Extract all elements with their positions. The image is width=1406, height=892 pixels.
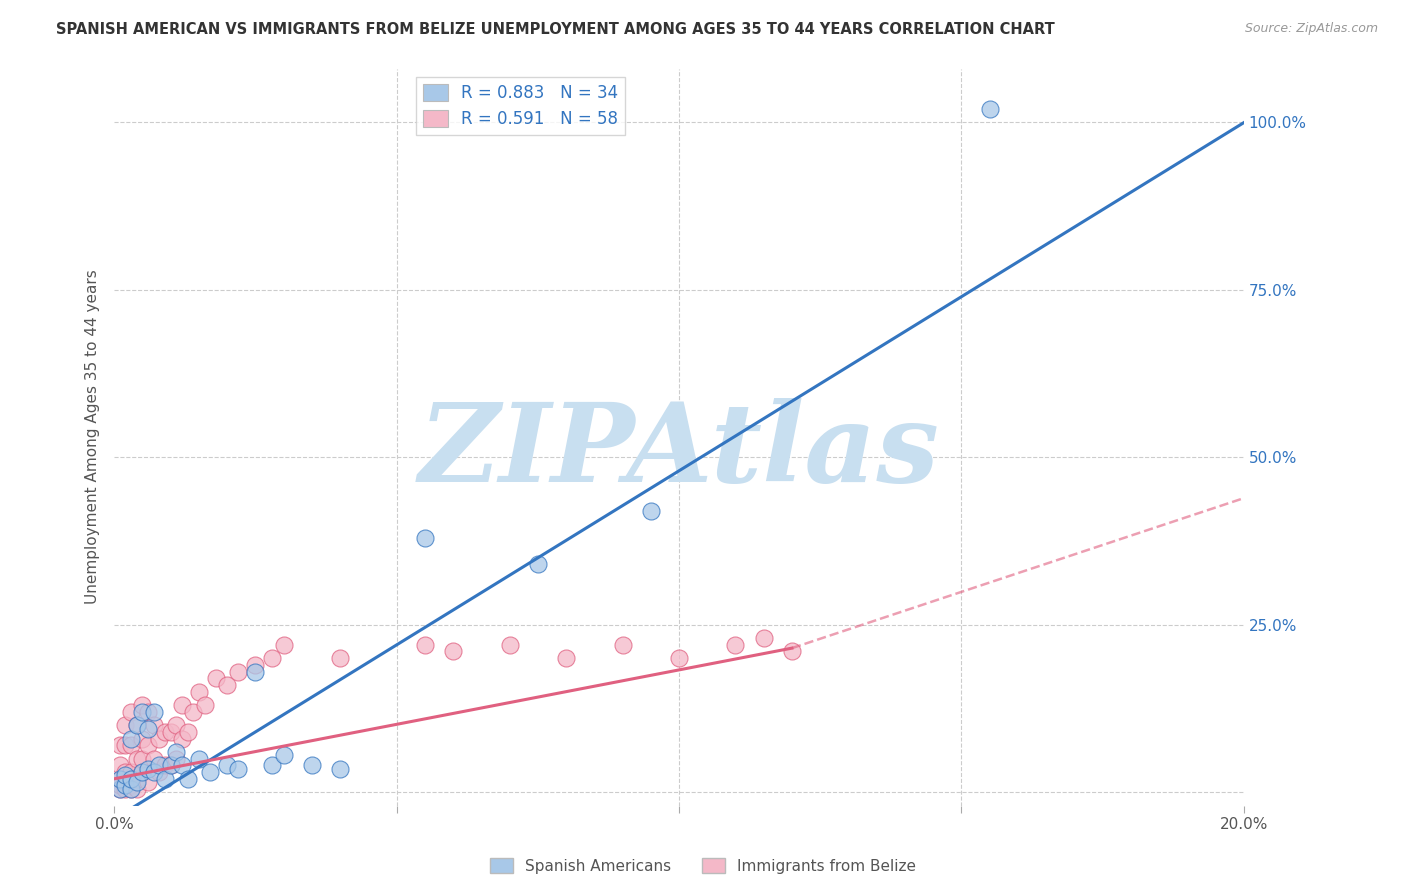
Point bbox=[228, 762, 250, 776]
Point bbox=[108, 772, 131, 786]
Point bbox=[142, 718, 165, 732]
Point bbox=[142, 752, 165, 766]
Point bbox=[193, 698, 215, 712]
Text: Source: ZipAtlas.com: Source: ZipAtlas.com bbox=[1244, 22, 1378, 36]
Point bbox=[131, 731, 153, 746]
Point bbox=[217, 678, 239, 692]
Point bbox=[148, 758, 170, 772]
Point bbox=[114, 718, 136, 732]
Point bbox=[148, 765, 170, 780]
Point bbox=[108, 779, 131, 793]
Point bbox=[108, 781, 131, 796]
Point bbox=[159, 758, 181, 772]
Point bbox=[142, 765, 165, 780]
Point bbox=[413, 531, 436, 545]
Point bbox=[165, 745, 187, 759]
Point bbox=[120, 779, 142, 793]
Point bbox=[273, 638, 295, 652]
Point bbox=[131, 765, 153, 780]
Point bbox=[108, 739, 131, 753]
Point bbox=[262, 758, 284, 772]
Point bbox=[176, 725, 198, 739]
Point bbox=[114, 765, 136, 780]
Point bbox=[136, 775, 159, 789]
Point bbox=[187, 684, 209, 698]
Y-axis label: Unemployment Among Ages 35 to 44 years: Unemployment Among Ages 35 to 44 years bbox=[86, 269, 100, 605]
Point bbox=[125, 752, 148, 766]
Point bbox=[114, 781, 136, 796]
Point bbox=[125, 718, 148, 732]
Point bbox=[245, 665, 267, 679]
Point bbox=[205, 671, 228, 685]
Point bbox=[498, 638, 520, 652]
Point bbox=[640, 504, 662, 518]
Point bbox=[136, 705, 159, 719]
Point bbox=[187, 752, 209, 766]
Point bbox=[245, 657, 267, 672]
Text: ZIPAtlas: ZIPAtlas bbox=[419, 398, 939, 506]
Point bbox=[136, 722, 159, 736]
Point bbox=[329, 762, 352, 776]
Point bbox=[555, 651, 578, 665]
Point bbox=[170, 698, 193, 712]
Point bbox=[120, 731, 142, 746]
Point bbox=[413, 638, 436, 652]
Point bbox=[176, 772, 198, 786]
Point bbox=[217, 758, 239, 772]
Point bbox=[142, 705, 165, 719]
Point bbox=[114, 768, 136, 782]
Point bbox=[228, 665, 250, 679]
Point bbox=[125, 772, 148, 786]
Point bbox=[153, 772, 176, 786]
Point bbox=[120, 765, 142, 780]
Legend: Spanish Americans, Immigrants from Belize: Spanish Americans, Immigrants from Beliz… bbox=[484, 852, 922, 880]
Point bbox=[108, 772, 131, 786]
Point bbox=[114, 739, 136, 753]
Point bbox=[612, 638, 634, 652]
Point bbox=[780, 644, 803, 658]
Point bbox=[329, 651, 352, 665]
Point bbox=[114, 779, 136, 793]
Point bbox=[148, 731, 170, 746]
Point bbox=[159, 758, 181, 772]
Point bbox=[526, 558, 548, 572]
Point bbox=[165, 718, 187, 732]
Point bbox=[170, 758, 193, 772]
Point bbox=[120, 705, 142, 719]
Point bbox=[131, 705, 153, 719]
Point bbox=[120, 772, 142, 786]
Point bbox=[165, 752, 187, 766]
Point bbox=[752, 631, 775, 645]
Point bbox=[159, 725, 181, 739]
Point bbox=[668, 651, 690, 665]
Point bbox=[120, 739, 142, 753]
Point bbox=[125, 781, 148, 796]
Legend: R = 0.883   N = 34, R = 0.591   N = 58: R = 0.883 N = 34, R = 0.591 N = 58 bbox=[416, 77, 626, 135]
Point bbox=[108, 781, 131, 796]
Point bbox=[125, 775, 148, 789]
Point bbox=[181, 705, 204, 719]
Point bbox=[979, 102, 1001, 116]
Point bbox=[131, 765, 153, 780]
Point bbox=[170, 731, 193, 746]
Point bbox=[125, 718, 148, 732]
Point bbox=[153, 725, 176, 739]
Point bbox=[120, 781, 142, 796]
Text: SPANISH AMERICAN VS IMMIGRANTS FROM BELIZE UNEMPLOYMENT AMONG AGES 35 TO 44 YEAR: SPANISH AMERICAN VS IMMIGRANTS FROM BELI… bbox=[56, 22, 1054, 37]
Point bbox=[136, 739, 159, 753]
Point bbox=[200, 765, 222, 780]
Point bbox=[441, 644, 464, 658]
Point bbox=[108, 758, 131, 772]
Point bbox=[273, 748, 295, 763]
Point bbox=[153, 758, 176, 772]
Point bbox=[131, 698, 153, 712]
Point bbox=[301, 758, 323, 772]
Point bbox=[724, 638, 747, 652]
Point bbox=[114, 775, 136, 789]
Point bbox=[120, 781, 142, 796]
Point bbox=[131, 752, 153, 766]
Point bbox=[262, 651, 284, 665]
Point bbox=[136, 762, 159, 776]
